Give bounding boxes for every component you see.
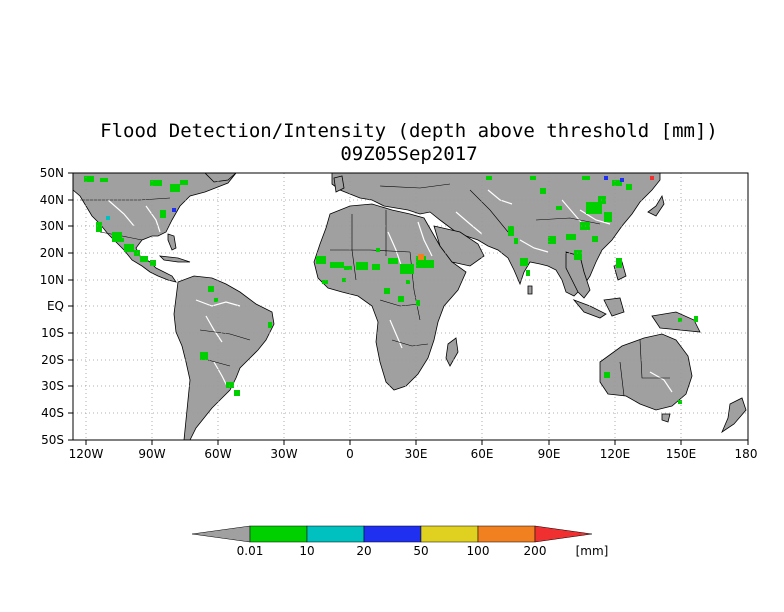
lon-label-90w: 90W bbox=[138, 447, 165, 461]
landmass-south-america bbox=[173, 275, 275, 440]
flood-detections-high bbox=[106, 176, 654, 260]
legend-label-20: 20 bbox=[356, 544, 371, 558]
lat-label-30n: 30N bbox=[40, 219, 64, 233]
lat-label-20n: 20N bbox=[40, 246, 64, 260]
colorbar-swatch-20 bbox=[306, 525, 365, 543]
lat-label-40s: 40S bbox=[41, 406, 64, 420]
borders bbox=[80, 183, 670, 397]
graticule bbox=[73, 173, 748, 440]
lon-label-150e: 150E bbox=[666, 447, 697, 461]
lat-label-30s: 30S bbox=[41, 379, 64, 393]
legend-label-10: 10 bbox=[299, 544, 314, 558]
legend-label-100: 100 bbox=[467, 544, 490, 558]
rivers bbox=[107, 189, 673, 393]
lon-label-30e: 30E bbox=[405, 447, 428, 461]
colorbar-swatch-10 bbox=[249, 525, 308, 543]
legend-unit: [mm] bbox=[576, 544, 609, 558]
latitude-labels: 50N 40N 30N 20N 10N EQ 10S 20S 30S 40S 5… bbox=[40, 166, 64, 447]
colorbar-swatch-100 bbox=[420, 525, 479, 543]
lat-label-10s: 10S bbox=[41, 326, 64, 340]
lon-label-0: 0 bbox=[346, 447, 354, 461]
lon-label-90e: 90E bbox=[538, 447, 561, 461]
colorbar-legend: 0.01 10 20 50 100 200 [mm] bbox=[191, 525, 609, 558]
lon-label-60w: 60W bbox=[204, 447, 231, 461]
lon-label-60e: 60E bbox=[471, 447, 494, 461]
lat-label-40n: 40N bbox=[40, 193, 64, 207]
map-title: Flood Detection/Intensity (depth above t… bbox=[100, 120, 718, 142]
colorbar-swatch-200 bbox=[477, 525, 536, 543]
lat-label-10n: 10N bbox=[40, 273, 64, 287]
colorbar-swatch-50 bbox=[363, 525, 422, 543]
lat-label-20s: 20S bbox=[41, 353, 64, 367]
landmasses bbox=[73, 173, 747, 440]
landmass-australia bbox=[599, 333, 693, 411]
lat-label-50s: 50S bbox=[41, 433, 64, 447]
lat-label-50n: 50N bbox=[40, 166, 64, 180]
lon-label-120w: 120W bbox=[69, 447, 104, 461]
colorbar-upper-arrow bbox=[534, 525, 593, 543]
map-timestamp: 09Z05Sep2017 bbox=[340, 143, 478, 165]
lon-label-180: 180 bbox=[735, 447, 758, 461]
colorbar-lower-arrow bbox=[191, 525, 251, 543]
lon-label-30w: 30W bbox=[270, 447, 297, 461]
legend-label-200: 200 bbox=[524, 544, 547, 558]
longitude-labels: 120W 90W 60W 30W 0 30E 60E 90E 120E 150E… bbox=[69, 447, 758, 461]
lon-label-120e: 120E bbox=[600, 447, 631, 461]
axis-ticks bbox=[68, 172, 749, 445]
lat-label-eq: EQ bbox=[47, 299, 64, 313]
legend-label-0-01: 0.01 bbox=[237, 544, 264, 558]
legend-label-50: 50 bbox=[413, 544, 428, 558]
